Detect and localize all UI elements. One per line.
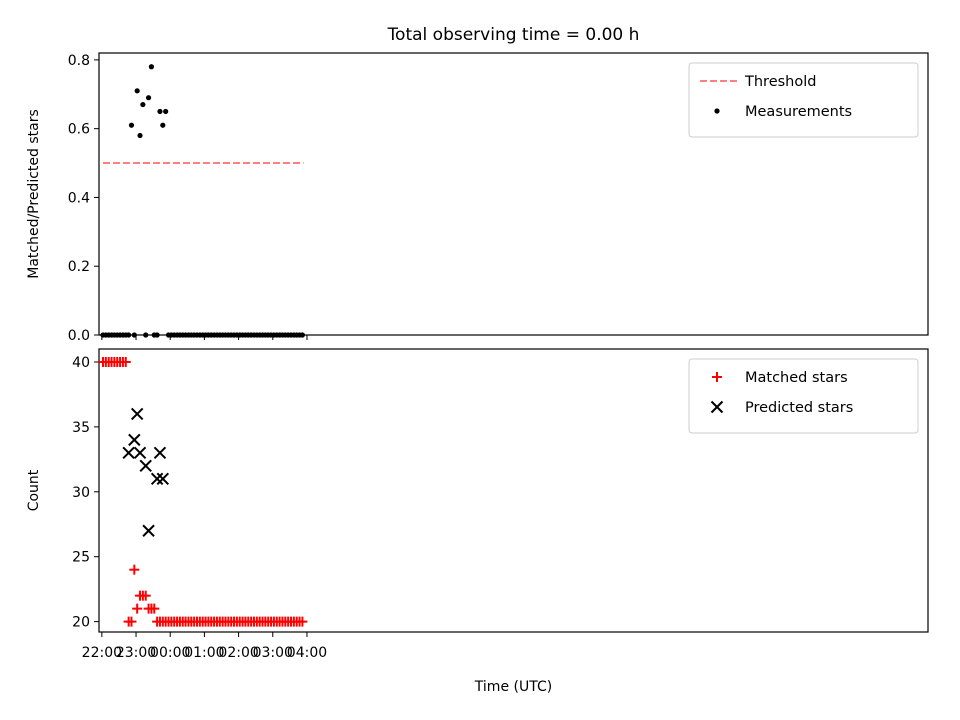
- panel2-y-tick-label: 40: [72, 355, 90, 371]
- panel1-y-tick-label: 0.6: [68, 122, 90, 138]
- panel1-legend-box: [688, 62, 919, 138]
- measurement-point: [137, 132, 143, 139]
- panel2-y-axis-label: Count: [26, 469, 42, 511]
- panel2-x-tick-label: 00:00: [150, 645, 190, 661]
- x-b: [122, 446, 135, 460]
- matched-stars-point: [132, 603, 143, 614]
- x-axis-label: Time (UTC): [474, 679, 552, 695]
- panel1-axes-frame: [98, 52, 929, 336]
- legend-label: Measurements: [745, 104, 852, 120]
- matched-stars-point: [140, 590, 151, 601]
- matched-stars-point: [129, 564, 140, 575]
- x-b: [128, 433, 141, 447]
- matched-stars-point: [126, 616, 137, 627]
- predicted-stars-point: [156, 472, 170, 486]
- legend-label: Matched stars: [745, 370, 848, 386]
- measurement-point: [299, 332, 306, 338]
- measurement-point: [163, 108, 169, 115]
- measurement-point: [126, 332, 132, 338]
- legend-label: Predicted stars: [745, 400, 853, 416]
- panel2-y-tick-label: 30: [72, 485, 90, 501]
- x-b: [133, 446, 147, 460]
- measurement-point: [148, 64, 155, 70]
- predicted-stars-point: [130, 407, 144, 421]
- measurement-point: [131, 332, 137, 338]
- panel1-y-tick-label: 0.8: [68, 53, 90, 69]
- predicted-stars-point: [128, 433, 141, 447]
- predicted-stars-point: [139, 459, 152, 473]
- panel2-x-tick-label: 23:00: [116, 645, 156, 661]
- panel2-y-tick-label: 20: [72, 615, 90, 631]
- measurement-point: [145, 95, 152, 101]
- predicted-stars-point: [150, 472, 164, 486]
- matched-stars-point: [297, 616, 308, 627]
- x-b: [139, 459, 152, 473]
- panel1-y-tick-label: 0.2: [68, 259, 90, 275]
- x-b: [142, 524, 155, 537]
- chart-title: Total observing time = 0.00 h: [387, 25, 640, 45]
- panel2-axes-frame: [98, 348, 929, 633]
- predicted-stars-point: [122, 446, 135, 460]
- measurement-point: [140, 101, 146, 108]
- measurement-point: [128, 122, 135, 128]
- measurement-point: [143, 332, 149, 338]
- x-b: [130, 407, 144, 421]
- panel1-y-tick-label: 0.0: [68, 328, 90, 344]
- measurement-point: [154, 332, 160, 338]
- measurement-point: [134, 88, 140, 94]
- legend-predicted-swatch: [710, 400, 724, 414]
- predicted-stars-point: [153, 446, 167, 460]
- panel2-x-tick-label: 03:00: [253, 645, 293, 661]
- measurement-point: [160, 122, 166, 128]
- panel2-x-tick-label: 04:00: [287, 645, 327, 661]
- predicted-stars-point: [142, 524, 155, 537]
- legend-label: Threshold: [744, 74, 816, 90]
- matched-stars-point: [120, 356, 131, 367]
- matched-stars-point: [149, 603, 160, 614]
- x-b: [153, 446, 167, 460]
- legend-measurement-swatch: [714, 108, 720, 114]
- measurement-point: [157, 108, 163, 115]
- predicted-stars-point: [133, 446, 147, 460]
- x-b: [150, 472, 164, 486]
- panel1-y-axis-label: Matched/Predicted stars: [26, 109, 42, 279]
- panel1-y-tick-label: 0.4: [68, 190, 90, 206]
- panel2-y-tick-label: 35: [72, 420, 90, 436]
- panel2-x-tick-label: 01:00: [184, 645, 224, 661]
- panel2-x-tick-label: 02:00: [218, 645, 258, 661]
- panel2-y-tick-label: 25: [72, 550, 90, 566]
- panel2-legend-box: [688, 358, 919, 434]
- x-b: [156, 472, 170, 486]
- panel2-x-tick-label: 22:00: [82, 645, 122, 661]
